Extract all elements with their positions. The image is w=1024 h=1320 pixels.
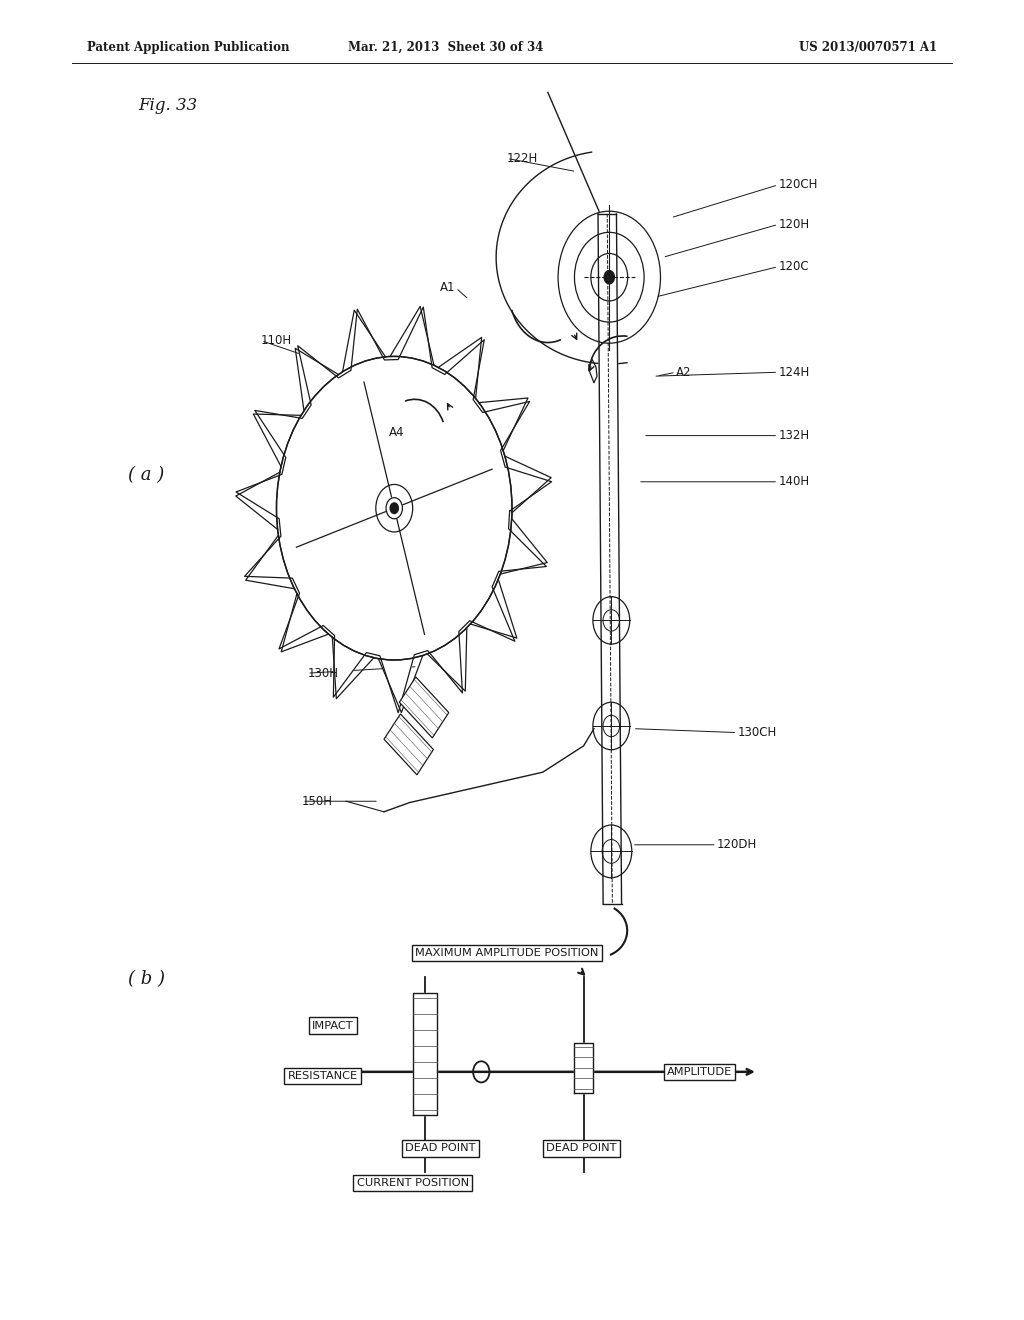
Text: A4: A4 <box>389 426 404 440</box>
Text: DEAD POINT: DEAD POINT <box>547 1143 616 1154</box>
Text: ( b ): ( b ) <box>128 970 165 989</box>
Text: CURRENT POSITION: CURRENT POSITION <box>356 1177 469 1188</box>
Text: DEAD POINT: DEAD POINT <box>406 1143 475 1154</box>
Text: US 2013/0070571 A1: US 2013/0070571 A1 <box>799 41 937 54</box>
Text: 132H: 132H <box>778 429 809 442</box>
Text: 122H: 122H <box>507 152 539 165</box>
Text: 120H: 120H <box>778 218 809 231</box>
Text: 130CH: 130CH <box>737 726 776 739</box>
Text: Fig. 33: Fig. 33 <box>138 98 198 114</box>
Text: 124H: 124H <box>778 366 810 379</box>
Text: RESISTANCE: RESISTANCE <box>288 1071 357 1081</box>
Text: Patent Application Publication: Patent Application Publication <box>87 41 290 54</box>
Text: 140H: 140H <box>778 475 809 488</box>
Text: IMPACT: IMPACT <box>312 1020 353 1031</box>
Bar <box>399 677 449 738</box>
Text: 120CH: 120CH <box>778 178 817 191</box>
Polygon shape <box>598 214 622 904</box>
Text: Mar. 21, 2013  Sheet 30 of 34: Mar. 21, 2013 Sheet 30 of 34 <box>348 41 543 54</box>
Bar <box>384 714 433 775</box>
Polygon shape <box>236 308 552 713</box>
Circle shape <box>390 503 398 513</box>
Text: ( a ): ( a ) <box>128 466 164 484</box>
Text: 120DH: 120DH <box>717 838 757 851</box>
Polygon shape <box>574 1043 593 1093</box>
Text: 120C: 120C <box>778 260 809 273</box>
Text: AMPLITUDE: AMPLITUDE <box>667 1067 732 1077</box>
Text: 150H: 150H <box>302 795 333 808</box>
Text: A1: A1 <box>440 281 456 294</box>
Text: MAXIMUM AMPLITUDE POSITION: MAXIMUM AMPLITUDE POSITION <box>415 948 599 958</box>
Circle shape <box>604 271 614 284</box>
Text: A2: A2 <box>676 366 691 379</box>
Text: 130H: 130H <box>307 667 338 680</box>
Polygon shape <box>413 993 437 1115</box>
Text: 110H: 110H <box>261 334 292 347</box>
